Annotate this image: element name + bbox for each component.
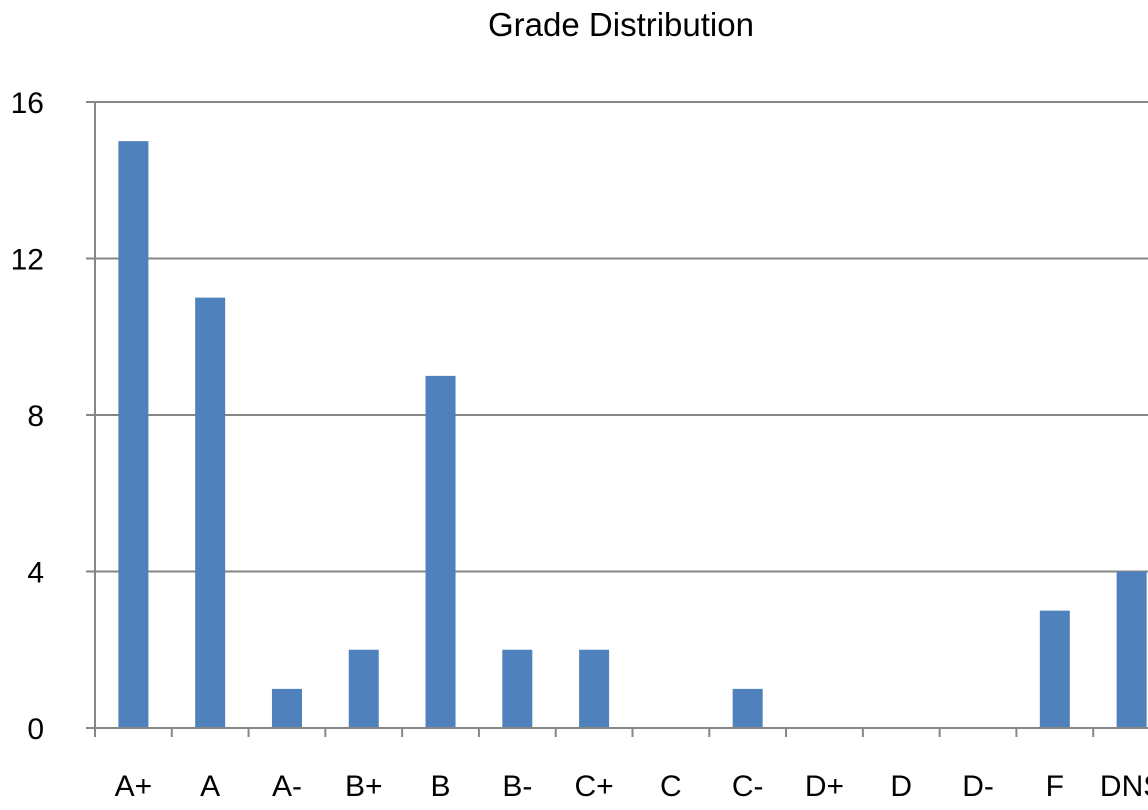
chart-title: Grade Distribution [488, 6, 754, 43]
x-tick-label: F [1046, 770, 1064, 803]
y-tick-label: 16 [11, 87, 44, 120]
bar-B+ [348, 649, 379, 728]
y-tick-label: 8 [27, 400, 44, 433]
y-tick-label: 4 [27, 557, 44, 590]
bar-C- [732, 688, 763, 728]
x-tick-label: C+ [575, 770, 614, 803]
x-tick-label: B+ [345, 770, 383, 803]
bar-C+ [579, 649, 610, 728]
x-tick-label: B [431, 770, 451, 803]
x-tick-label: D+ [805, 770, 844, 803]
x-tick-label: B- [502, 770, 532, 803]
bar-A+ [118, 141, 149, 728]
x-tick-label: A+ [115, 770, 153, 803]
x-tick-label: C [660, 770, 682, 803]
x-tick-label: D [890, 770, 912, 803]
bars [118, 141, 1147, 728]
bar-B [425, 375, 456, 728]
y-tick-label: 0 [27, 713, 44, 746]
gridlines [95, 101, 1148, 573]
x-tick-label: C- [732, 770, 764, 803]
bar-A [195, 297, 226, 728]
x-tick-labels: A+ A A- B+ B B- C+ C C- D+ D D- F DNS [115, 770, 1148, 803]
y-tick-label: 12 [11, 244, 44, 277]
x-tick-label: A- [272, 770, 302, 803]
axes [86, 101, 1148, 737]
bar-F [1039, 610, 1070, 728]
y-tick-labels: 0 4 8 12 16 [11, 87, 44, 746]
x-tick-label: A [200, 770, 220, 803]
bar-B- [502, 649, 533, 728]
x-tick-label: D- [962, 770, 994, 803]
bar-A- [271, 688, 302, 728]
bar-DNS [1116, 571, 1147, 728]
x-tick-label: DNS [1100, 770, 1148, 803]
